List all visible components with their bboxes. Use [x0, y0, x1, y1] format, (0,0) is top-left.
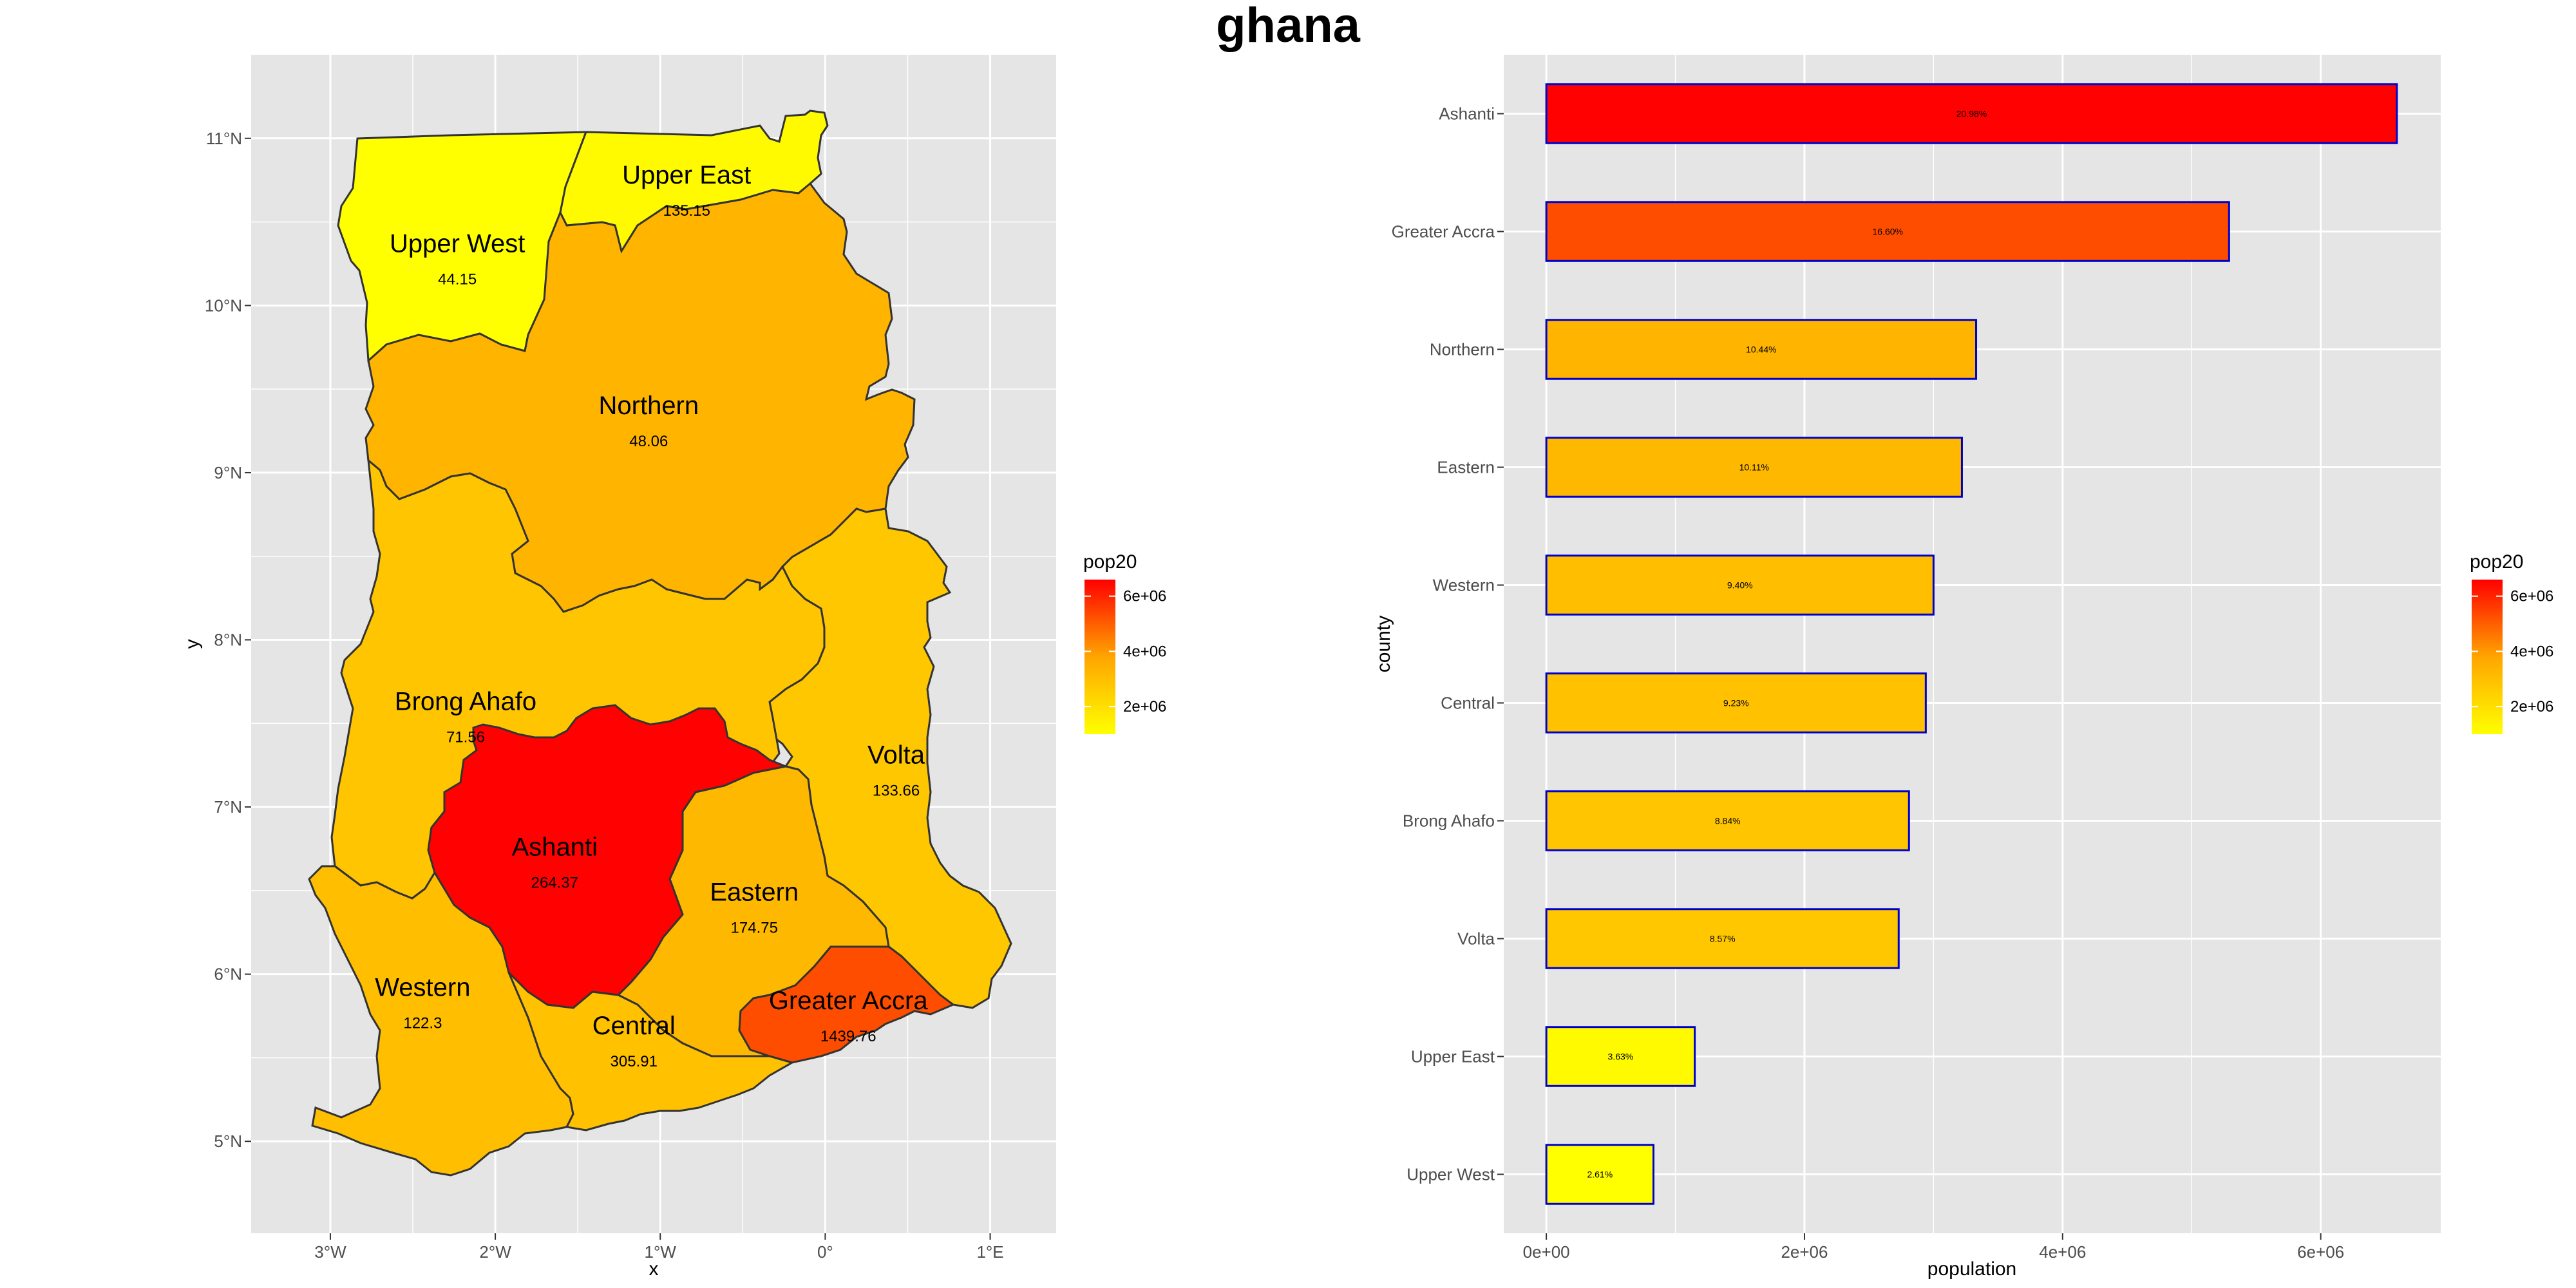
region-value-ashanti: 264.37: [531, 874, 578, 891]
region-name-western: Western: [375, 973, 470, 1001]
map-legend-title: pop20: [1083, 551, 1137, 573]
bar-x-axis-title: population: [1927, 1258, 2016, 1280]
bar-category-label: Upper West: [1406, 1165, 1495, 1184]
map-y-tick-label: 10°N: [205, 296, 242, 315]
bar-volta[interactable]: [1545, 908, 1900, 969]
bar-western[interactable]: [1545, 554, 1935, 616]
region-name-greater-accra: Greater Accra: [769, 987, 929, 1015]
bar-greater-accra[interactable]: [1545, 201, 2230, 262]
region-greater-accra[interactable]: [738, 945, 955, 1064]
legend-label: 2e+06: [2510, 698, 2553, 715]
legend-label: 2e+06: [1123, 698, 1166, 715]
map-x-axis: 3°W 2°W 1°W 0° 1°E: [314, 1233, 1004, 1262]
region-name-upper-west: Upper West: [390, 229, 525, 258]
bar-category-label: Western: [1433, 576, 1495, 595]
bar-ashanti[interactable]: [1545, 83, 2398, 144]
bar-x-tick-label: 4e+06: [2039, 1242, 2086, 1262]
bar-x-tick-label: 2e+06: [1781, 1242, 1828, 1262]
region-ashanti[interactable]: [427, 704, 790, 1009]
map-y-axis-title: y: [182, 639, 203, 649]
bar-percent-label: 2.61%: [1587, 1170, 1613, 1180]
map-y-tick-label: 9°N: [214, 463, 242, 482]
region-value-brong-ahafo: 71.56: [446, 729, 485, 746]
bar-x-tick-label: 0e+00: [1523, 1242, 1570, 1262]
region-name-ashanti: Ashanti: [512, 833, 598, 861]
bar-percent-label: 8.57%: [1710, 934, 1736, 944]
bar-category-label: Brong Ahafo: [1403, 811, 1495, 831]
region-value-volta: 133.66: [873, 782, 920, 800]
legend-colorbar: [2472, 580, 2503, 734]
bar-percent-label: 10.11%: [1739, 462, 1769, 473]
region-name-northern: Northern: [599, 392, 699, 420]
region-value-upper-east: 135.15: [663, 202, 710, 220]
bar-brong-ahafo[interactable]: [1545, 790, 1910, 851]
region-name-upper-east: Upper East: [622, 161, 751, 189]
region-value-upper-west: 44.15: [438, 270, 477, 288]
bar-series: 20.98% 16.60% 10.44% 10.11% 9.40% 9.23% 8.84% 8…: [1545, 83, 2398, 1205]
map-y-tick-label: 7°N: [214, 797, 242, 817]
map-legend: pop20 6e+06 4e+06 2e+06: [1083, 551, 1166, 734]
bar-percent-label: 20.98%: [1956, 109, 1987, 119]
map-y-tick-label: 8°N: [214, 630, 242, 650]
bar-x-tick-label: 6e+06: [2297, 1242, 2344, 1262]
map-regions: [308, 109, 1012, 1177]
region-value-eastern: 174.75: [731, 919, 778, 936]
map-x-tick-label: 2°W: [479, 1242, 511, 1262]
legend-label: 6e+06: [2510, 588, 2553, 605]
bar-percent-label: 9.23%: [1723, 698, 1749, 708]
bar-central[interactable]: [1545, 672, 1927, 734]
bar-chart: 20.98% 16.60% 10.44% 10.11% 9.40% 9.23% 8.84% 8…: [1373, 55, 2441, 1280]
legend-label: 6e+06: [1123, 588, 1166, 605]
bar-eastern[interactable]: [1545, 437, 1963, 498]
map-y-tick-label: 5°N: [214, 1132, 242, 1151]
region-value-greater-accra: 1439.76: [820, 1028, 876, 1045]
legend-label: 4e+06: [2510, 643, 2553, 660]
region-name-volta: Volta: [867, 741, 925, 770]
bar-northern[interactable]: [1545, 319, 1978, 380]
bar-category-label: Volta: [1457, 929, 1495, 949]
map-chart: Upper West 44.15 Upper East 135.15 Northern 4…: [182, 55, 1056, 1280]
bar-category-label: Northern: [1430, 340, 1495, 359]
bar-x-axis: 0e+00 2e+06 4e+06 6e+06: [1523, 1233, 2344, 1262]
map-x-tick-label: 1°W: [645, 1242, 677, 1262]
bar-percent-label: 3.63%: [1608, 1052, 1634, 1062]
bar-category-label: Ashanti: [1439, 104, 1495, 124]
legend-label: 4e+06: [1123, 643, 1166, 660]
figure-title: ghana: [1216, 0, 1360, 53]
bar-y-axis: Ashanti Greater Accra Northern Eastern Weste…: [1392, 104, 1504, 1184]
bar-category-label: Greater Accra: [1392, 222, 1495, 242]
region-name-brong-ahafo: Brong Ahafo: [395, 688, 536, 716]
region-value-central: 305.91: [611, 1053, 658, 1070]
bar-legend: pop20 6e+06 4e+06 2e+06: [2470, 551, 2553, 734]
bar-category-label: Central: [1441, 694, 1495, 713]
map-y-tick-label: 11°N: [206, 129, 242, 148]
map-x-tick-label: 1°E: [976, 1242, 1003, 1262]
bar-category-label: Eastern: [1437, 458, 1495, 477]
region-value-western: 122.3: [403, 1014, 442, 1032]
bar-upper-west[interactable]: [1545, 1144, 1654, 1205]
region-name-eastern: Eastern: [710, 878, 799, 906]
map-region-labels: Upper West 44.15 Upper East 135.15 Northern 4…: [375, 161, 928, 1070]
map-y-axis: 5°N 6°N 7°N 8°N 9°N 10°N 11°N: [205, 129, 251, 1151]
bar-percent-label: 16.60%: [1872, 227, 1902, 237]
bar-percent-label: 8.84%: [1715, 816, 1741, 826]
region-central[interactable]: [507, 971, 795, 1132]
bar-upper-east[interactable]: [1545, 1026, 1696, 1087]
map-x-axis-title: x: [649, 1258, 659, 1280]
bar-y-axis-title: county: [1373, 616, 1394, 672]
region-name-central: Central: [592, 1012, 676, 1040]
legend-colorbar: [1084, 580, 1115, 734]
bar-percent-label: 10.44%: [1746, 345, 1776, 355]
bar-category-label: Upper East: [1411, 1047, 1495, 1066]
map-x-tick-label: 0°: [817, 1242, 833, 1262]
map-x-tick-label: 3°W: [314, 1242, 346, 1262]
map-y-tick-label: 6°N: [214, 965, 242, 984]
region-value-northern: 48.06: [629, 433, 668, 450]
bar-percent-label: 9.40%: [1727, 580, 1753, 591]
bar-legend-title: pop20: [2470, 551, 2523, 573]
